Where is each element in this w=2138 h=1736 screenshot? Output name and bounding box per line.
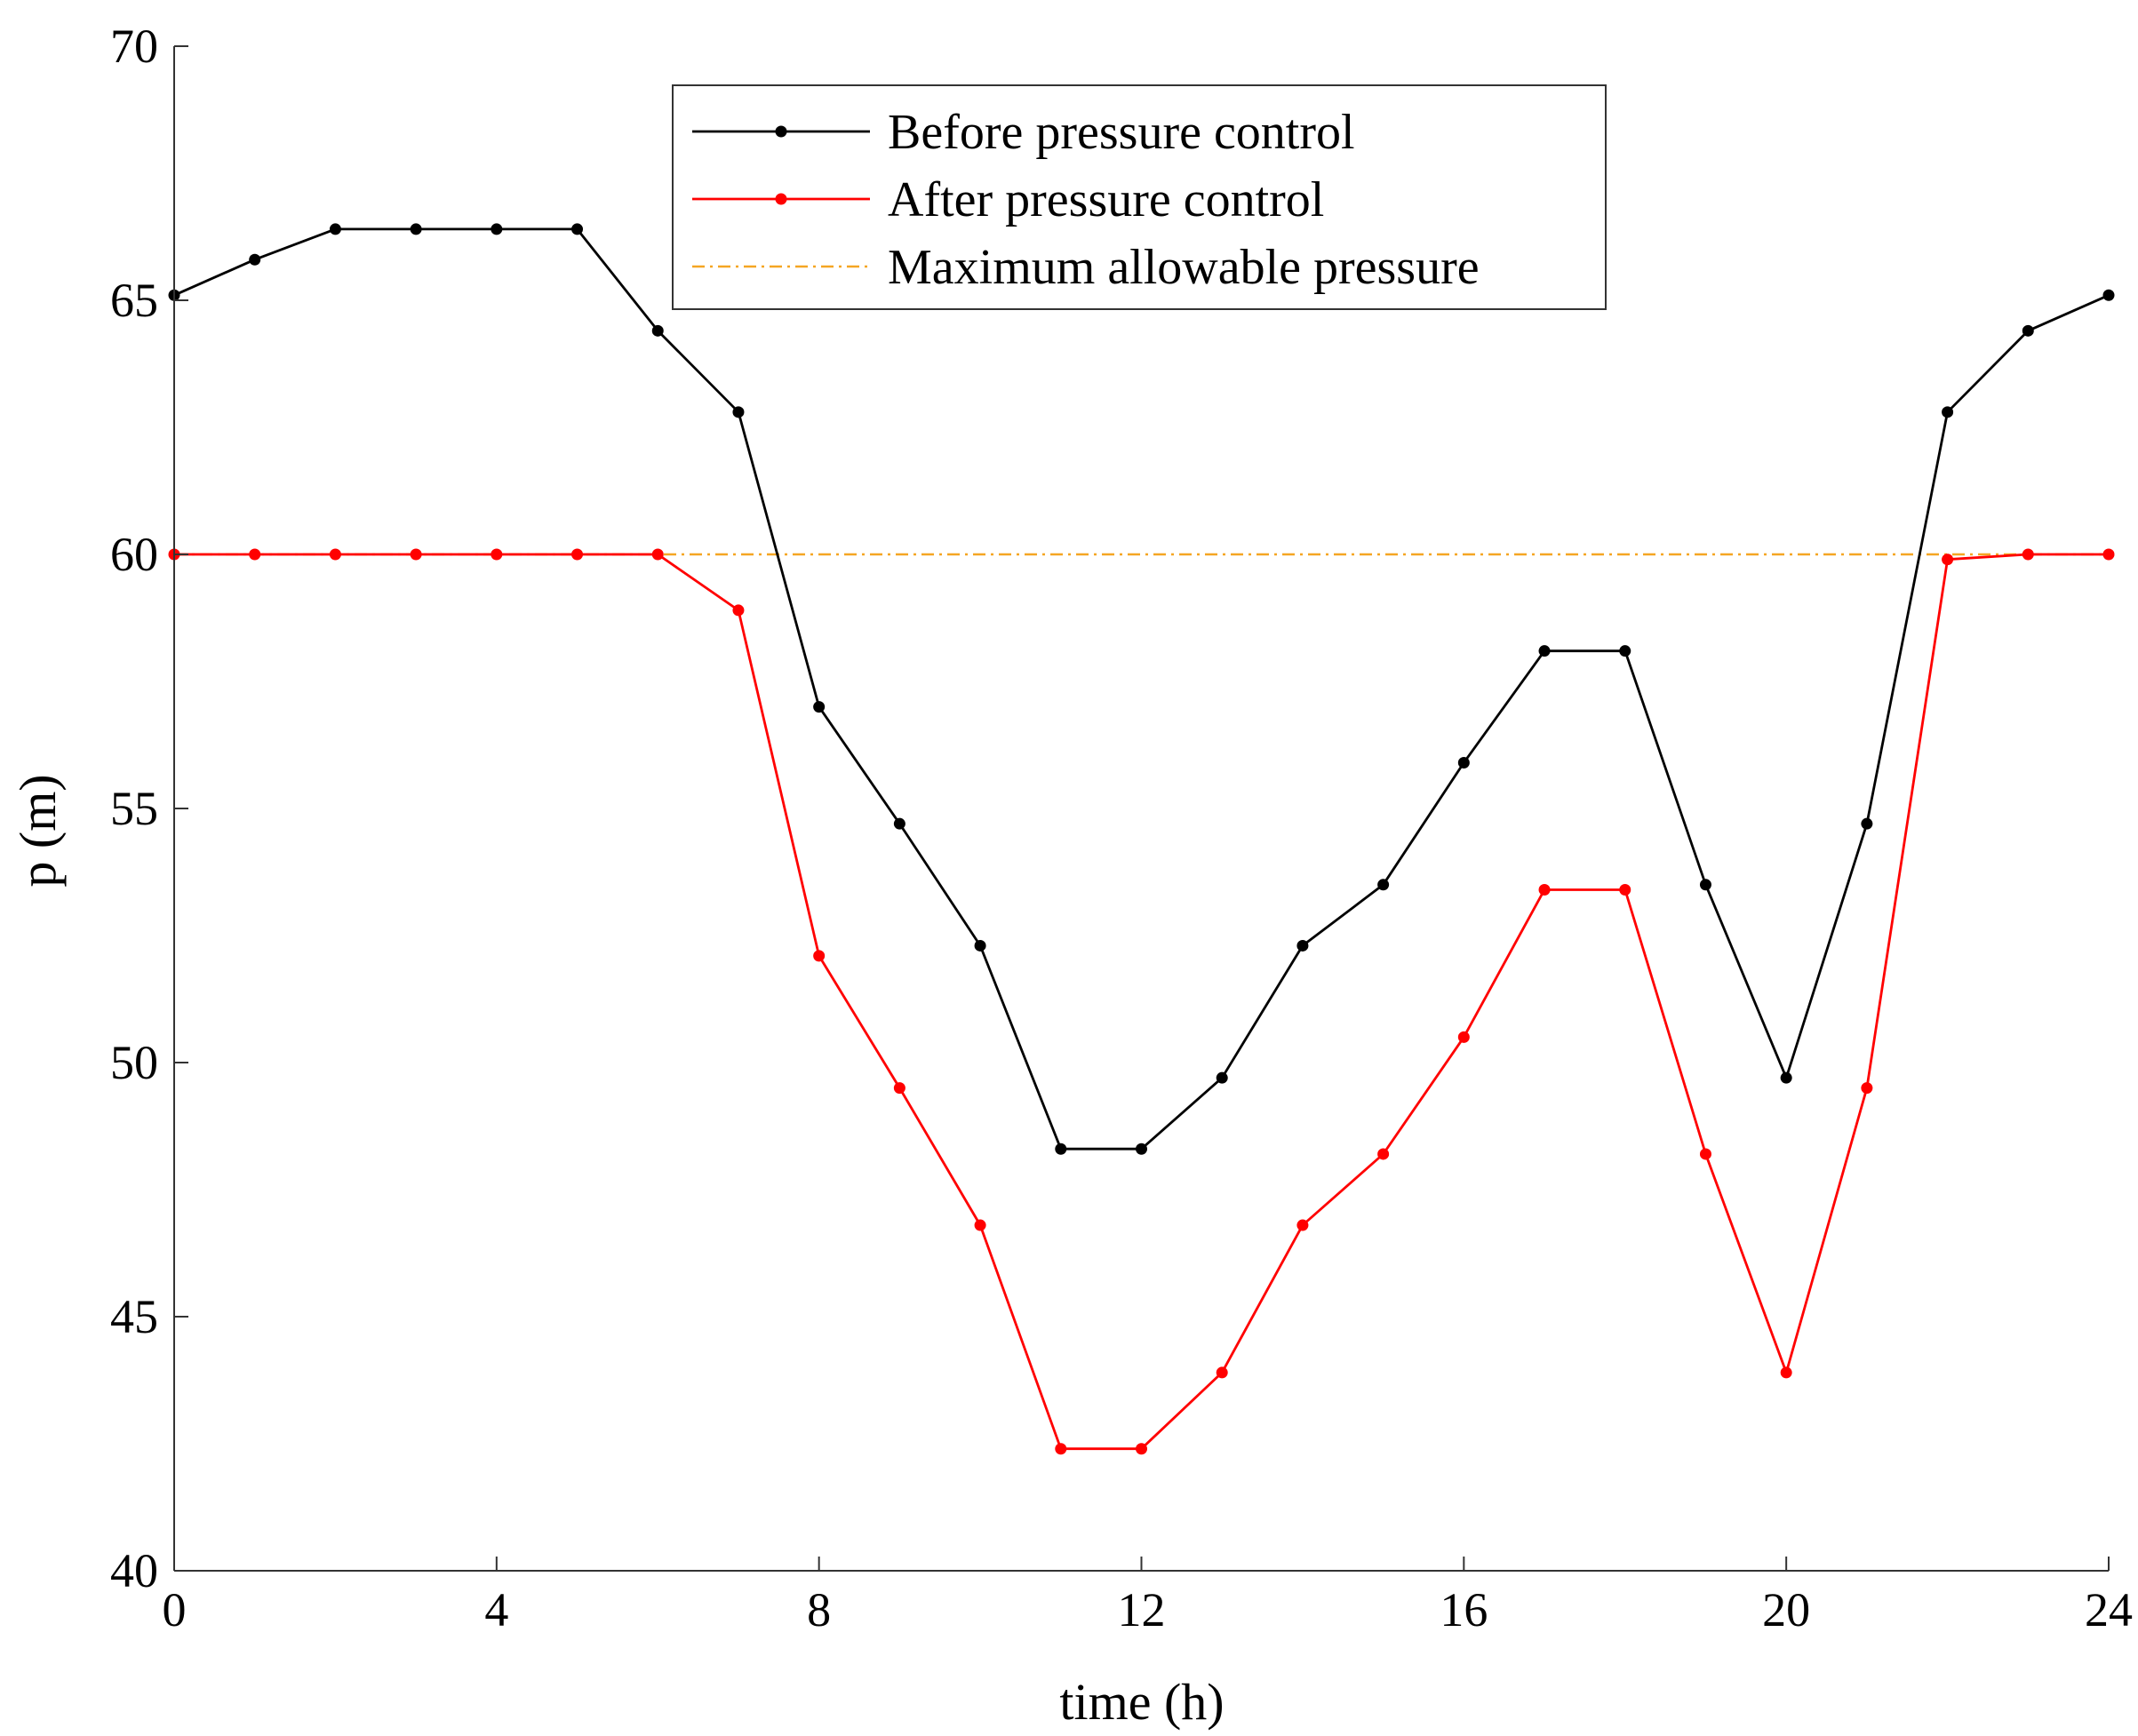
- data-point: [491, 223, 503, 235]
- legend: Before pressure control After pressure co…: [672, 84, 1607, 310]
- data-point: [1699, 879, 1711, 891]
- data-point: [410, 548, 422, 561]
- data-point: [974, 1219, 986, 1231]
- data-point: [1296, 1219, 1309, 1231]
- series-line: [173, 227, 2110, 1151]
- y-tick-label: 50: [110, 1036, 158, 1089]
- legend-marker: [775, 193, 787, 205]
- legend-label: Before pressure control: [888, 105, 1355, 160]
- y-tick-label: 40: [110, 1544, 158, 1597]
- data-point: [813, 701, 826, 713]
- legend-box: [672, 84, 1607, 310]
- data-point: [893, 817, 905, 830]
- plot-points: [168, 223, 2115, 1455]
- y-tick-label: 45: [110, 1290, 158, 1343]
- data-point: [1055, 1143, 1067, 1155]
- data-point: [1861, 817, 1873, 830]
- x-tick-label: 0: [163, 1583, 187, 1636]
- legend-marker: [775, 125, 787, 138]
- data-point: [1136, 1443, 1147, 1455]
- data-point: [2102, 548, 2115, 561]
- plot-lines: [173, 227, 2110, 1451]
- data-point: [1699, 1148, 1711, 1160]
- x-tick-label: 8: [807, 1583, 831, 1636]
- data-point: [571, 223, 584, 235]
- data-point: [329, 548, 341, 561]
- data-point: [974, 939, 986, 952]
- data-point: [1619, 884, 1631, 896]
- data-point: [1780, 1366, 1792, 1379]
- y-tick-label: 60: [110, 528, 158, 581]
- data-point: [1457, 1031, 1470, 1043]
- data-point: [1457, 757, 1470, 769]
- x-tick-label: 4: [484, 1583, 508, 1636]
- data-point: [1942, 406, 1954, 418]
- x-tick-label: 24: [2085, 1583, 2133, 1636]
- y-tick-label: 55: [110, 782, 158, 835]
- axes: 0 4 8 12 16 20 24 40 45 50 55 60 65 70: [110, 20, 2133, 1636]
- data-point: [249, 548, 261, 561]
- data-point: [651, 324, 664, 337]
- y-tick-label: 65: [110, 274, 158, 327]
- data-point: [732, 604, 745, 617]
- y-axis-label: p (m): [9, 774, 67, 887]
- legend-label: After pressure control: [888, 172, 1324, 227]
- x-axis-label: time (h): [1059, 1673, 1224, 1731]
- data-point: [1619, 645, 1631, 657]
- x-tick-label: 16: [1440, 1583, 1488, 1636]
- data-point: [2102, 289, 2115, 301]
- data-point: [651, 548, 664, 561]
- data-point: [893, 1082, 905, 1095]
- legend-label: Maximum allowable pressure: [888, 240, 1480, 295]
- data-point: [410, 223, 422, 235]
- series-line: [174, 553, 2109, 1451]
- data-point: [1538, 645, 1551, 657]
- data-point: [732, 406, 745, 418]
- y-tick-label: 70: [110, 20, 158, 73]
- data-point: [1296, 939, 1309, 952]
- data-point: [1377, 879, 1390, 891]
- x-tick-label: 20: [1762, 1583, 1810, 1636]
- data-point: [1136, 1143, 1147, 1155]
- data-point: [1942, 553, 1954, 566]
- data-point: [491, 548, 503, 561]
- data-point: [1055, 1443, 1067, 1455]
- data-point: [329, 223, 341, 235]
- data-point: [1216, 1071, 1228, 1084]
- data-point: [1780, 1071, 1792, 1084]
- data-point: [571, 548, 584, 561]
- data-point: [1377, 1148, 1390, 1160]
- data-point: [1216, 1366, 1228, 1379]
- data-point: [2022, 548, 2034, 561]
- data-point: [2022, 324, 2034, 337]
- data-point: [1538, 884, 1551, 896]
- data-point: [249, 253, 261, 266]
- data-point: [1861, 1082, 1873, 1095]
- data-point: [813, 950, 826, 962]
- x-tick-label: 12: [1118, 1583, 1166, 1636]
